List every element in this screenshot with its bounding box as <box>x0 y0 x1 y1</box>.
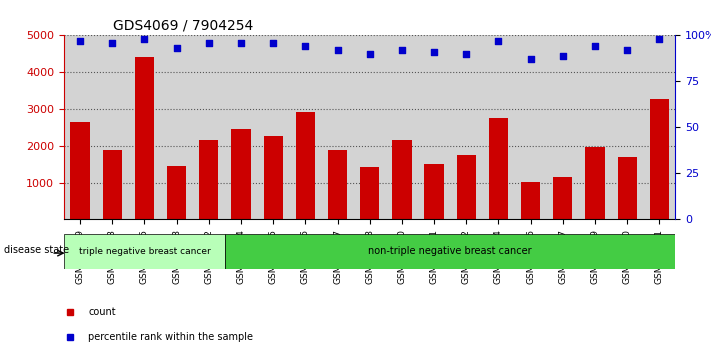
Text: percentile rank within the sample: percentile rank within the sample <box>88 332 253 342</box>
Point <box>589 44 601 49</box>
Bar <box>328 150 347 219</box>
Bar <box>424 164 444 219</box>
Point <box>107 40 118 46</box>
Bar <box>264 136 283 219</box>
Point <box>653 36 665 42</box>
Point <box>171 45 182 51</box>
Point <box>396 47 407 53</box>
Bar <box>618 157 637 219</box>
Point <box>75 38 86 44</box>
Bar <box>521 182 540 219</box>
Bar <box>135 57 154 219</box>
Bar <box>231 129 251 219</box>
Point <box>203 40 215 46</box>
Bar <box>70 122 90 219</box>
Text: GDS4069 / 7904254: GDS4069 / 7904254 <box>113 19 253 33</box>
Point <box>557 53 569 58</box>
Point <box>139 36 150 42</box>
Bar <box>167 166 186 219</box>
Point <box>332 47 343 53</box>
Bar <box>199 139 218 219</box>
Point <box>267 40 279 46</box>
Bar <box>392 140 412 219</box>
Bar <box>360 167 380 219</box>
Text: disease state: disease state <box>4 245 69 255</box>
Point <box>299 44 311 49</box>
Point <box>364 51 375 57</box>
Point <box>235 40 247 46</box>
Text: triple negative breast cancer: triple negative breast cancer <box>79 247 210 256</box>
Text: count: count <box>88 307 116 317</box>
Point <box>621 47 633 53</box>
Bar <box>585 147 604 219</box>
Point <box>461 51 472 57</box>
Bar <box>650 99 669 219</box>
Point <box>525 57 536 62</box>
Bar <box>456 155 476 219</box>
FancyBboxPatch shape <box>64 234 225 269</box>
Point <box>493 38 504 44</box>
Bar <box>102 149 122 219</box>
FancyBboxPatch shape <box>225 234 675 269</box>
Point <box>429 49 440 55</box>
Bar <box>553 177 572 219</box>
Bar <box>488 118 508 219</box>
Text: non-triple negative breast cancer: non-triple negative breast cancer <box>368 246 532 256</box>
Bar <box>296 112 315 219</box>
